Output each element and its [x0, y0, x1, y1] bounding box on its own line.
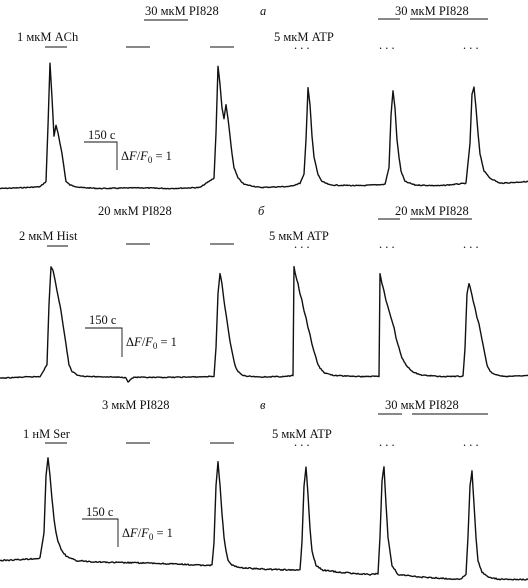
panel-b-amp-delta: Δ [126, 335, 134, 349]
panel-c-dots-1: . . . [294, 435, 310, 449]
panel-c-atp-label: 5 мкМ ATP [272, 427, 332, 441]
panel-a-amp-slash: / [137, 149, 141, 163]
panel-c-amp-f0: F [140, 526, 149, 540]
panel-a-amp-f: F [128, 149, 137, 163]
panel-c-amp-sub: 0 [149, 532, 154, 542]
panel-a-atp-label: 5 мкМ ATP [274, 30, 334, 44]
panel-b-amp-slash: / [142, 335, 146, 349]
panel-b-trace [0, 265, 528, 383]
panel-c-inhibitor-right-label: 30 мкМ PI828 [385, 398, 459, 412]
panel-b-dots-1: . . . [294, 237, 310, 251]
panel-c-trace [0, 457, 528, 581]
panel-c-dots-3: . . . [463, 435, 479, 449]
panel-a-dots-3: . . . [463, 38, 479, 52]
panel-b-scale-bar [85, 327, 123, 357]
panel-c: 3 мкМ PI828 в 30 мкМ PI828 1 нМ Ser 5 мк… [0, 398, 528, 581]
panel-c-amp-delta: Δ [122, 526, 130, 540]
panel-b-inhibitor-right-label: 20 мкМ PI828 [395, 204, 469, 218]
panel-b-inhibitor-label: 20 мкМ PI828 [98, 204, 172, 218]
panel-b: 20 мкМ PI828 б 20 мкМ PI828 2 мкМ Hist 5… [0, 204, 528, 383]
panel-c-time-scale-label: 150 с [86, 505, 114, 519]
panel-b-dots-3: . . . [463, 237, 479, 251]
panel-c-amp-f: F [129, 526, 138, 540]
panel-c-amp-scale-label: ΔF/F0 = 1 [122, 526, 173, 542]
panel-a-scale-bar [84, 141, 118, 170]
panel-a-inhibitor-label: 30 мкМ PI828 [145, 4, 219, 18]
panel-b-time-scale-label: 150 с [89, 313, 117, 327]
panel-b-dots-2: . . . [379, 237, 395, 251]
panel-c-amp-eq: = 1 [153, 526, 173, 540]
panel-a-agonist-label: 1 мкМ ACh [17, 30, 79, 44]
panel-a-trace [0, 62, 528, 190]
panel-b-letter: б [258, 204, 265, 218]
panel-a-letter: а [260, 4, 266, 18]
panel-a: 30 мкМ PI828 а 30 мкМ PI828 1 мкМ ACh 5 … [0, 4, 528, 190]
panel-c-inhibitor-label: 3 мкМ PI828 [102, 398, 169, 412]
panel-b-amp-f0: F [144, 335, 153, 349]
panel-c-scale-bar [82, 518, 119, 547]
panel-a-time-scale-label: 150 с [88, 128, 116, 142]
panel-b-atp-label: 5 мкМ ATP [269, 229, 329, 243]
panel-c-letter: в [260, 398, 266, 412]
panel-a-amp-f0: F [139, 149, 148, 163]
panel-b-amp-f: F [133, 335, 142, 349]
panel-a-amp-eq: = 1 [152, 149, 172, 163]
panel-c-dots-2: . . . [379, 435, 395, 449]
panel-a-dots-2: . . . [379, 38, 395, 52]
panel-a-dots-1: . . . [294, 38, 310, 52]
panel-c-agonist-label: 1 нМ Ser [23, 427, 71, 441]
panel-a-amp-sub: 0 [148, 155, 153, 165]
panel-b-amp-eq: = 1 [157, 335, 177, 349]
panel-a-amp-delta: Δ [121, 149, 129, 163]
panel-a-inhibitor-right-label: 30 мкМ PI828 [395, 4, 469, 18]
panel-b-amp-sub: 0 [153, 341, 158, 351]
panel-b-agonist-label: 2 мкМ Hist [19, 229, 78, 243]
panel-a-amp-scale-label: ΔF/F0 = 1 [121, 149, 172, 165]
panel-b-amp-scale-label: ΔF/F0 = 1 [126, 335, 177, 351]
panel-c-amp-slash: / [138, 526, 142, 540]
